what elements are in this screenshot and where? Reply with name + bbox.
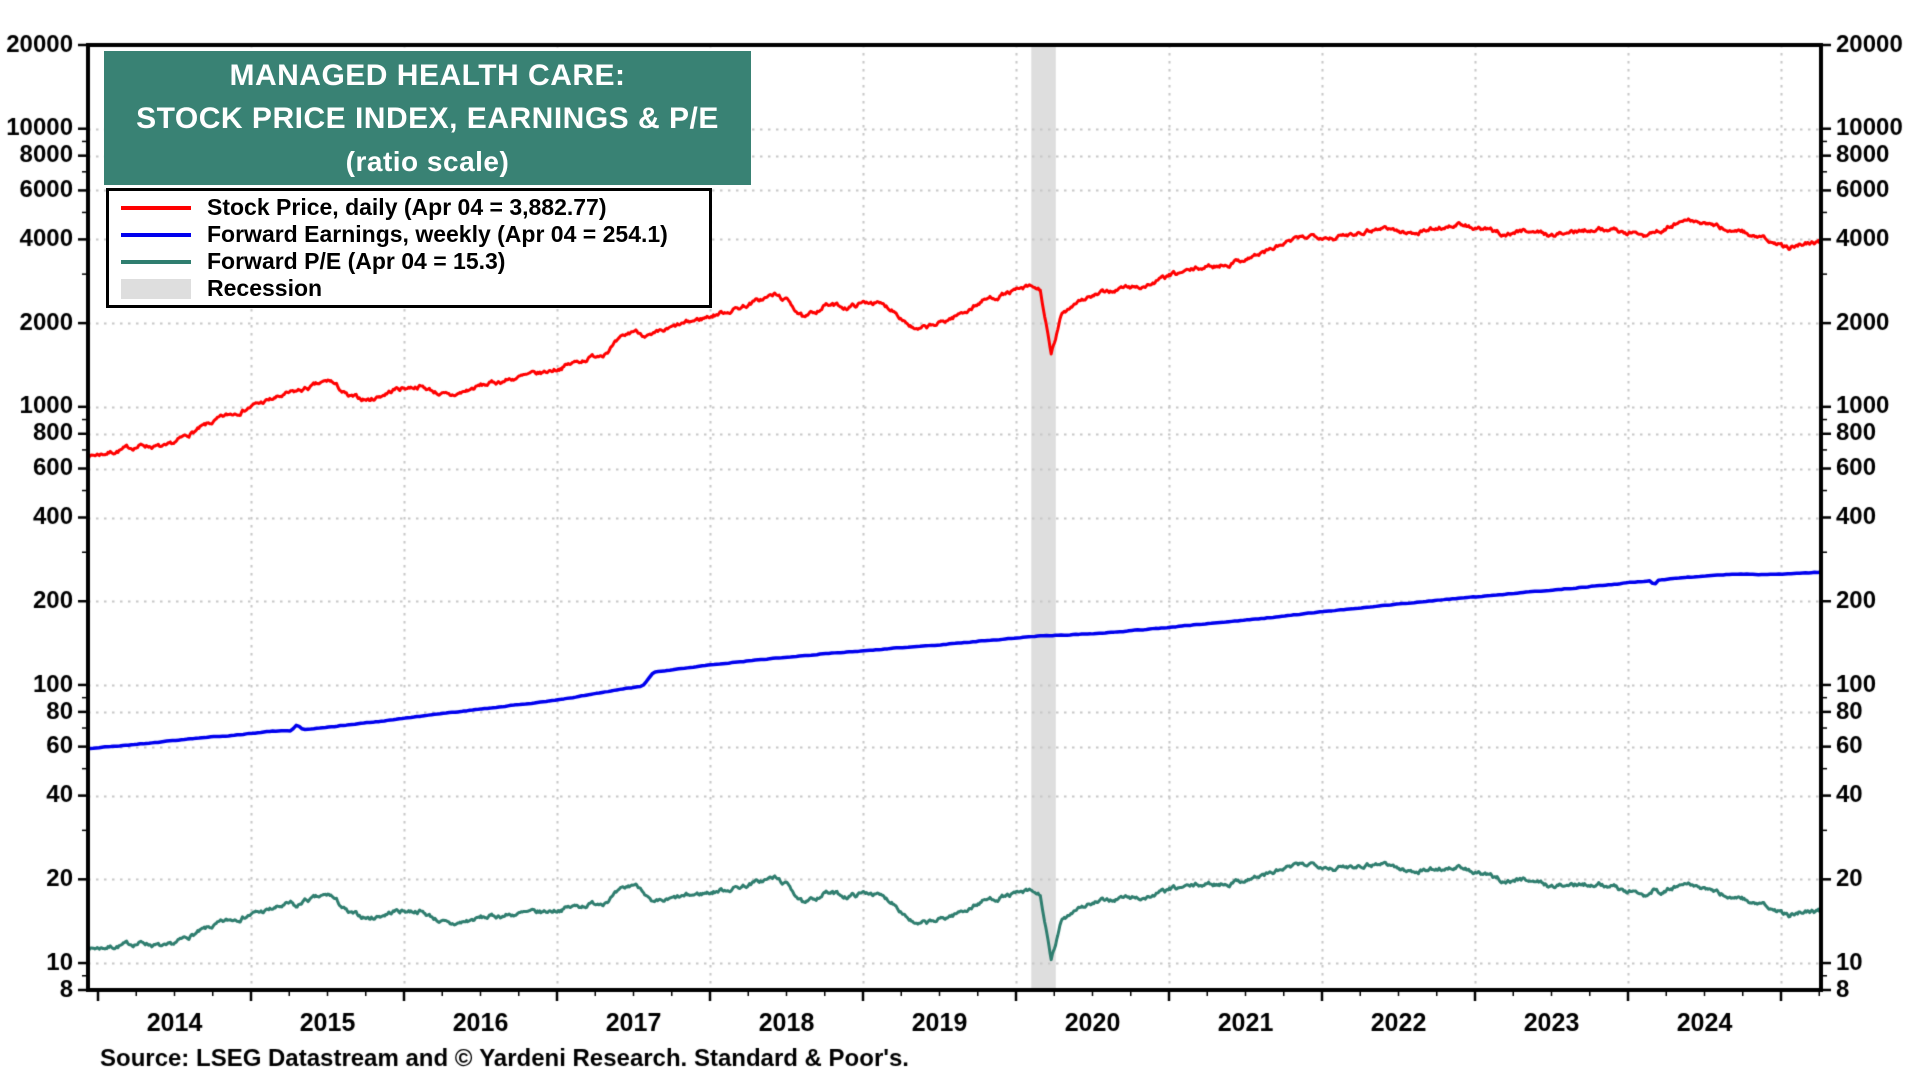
legend-label-stock-price: Stock Price, daily (Apr 04 = 3,882.77) xyxy=(207,194,607,220)
legend-item-forward-pe: Forward P/E (Apr 04 = 15.3) xyxy=(109,248,709,275)
title-line-3: (ratio scale) xyxy=(345,145,510,177)
title-line-2: STOCK PRICE INDEX, EARNINGS & P/E xyxy=(136,101,719,135)
legend-box: Stock Price, daily (Apr 04 = 3,882.77) F… xyxy=(106,188,712,308)
forward-pe-line-swatch-icon xyxy=(121,259,191,264)
source-text: Source: LSEG Datastream and © Yardeni Re… xyxy=(100,1046,909,1074)
legend-label-forward-pe: Forward P/E (Apr 04 = 15.3) xyxy=(207,248,506,274)
legend-item-forward-earnings: Forward Earnings, weekly (Apr 04 = 254.1… xyxy=(109,221,709,248)
forward-earnings-line-swatch-icon xyxy=(121,232,191,237)
legend-label-recession: Recession xyxy=(207,275,323,301)
legend-item-recession: Recession xyxy=(109,275,709,302)
recession-swatch-icon xyxy=(121,278,191,299)
stock-price-line-swatch-icon xyxy=(121,205,191,210)
legend-item-stock-price: Stock Price, daily (Apr 04 = 3,882.77) xyxy=(109,194,709,221)
legend-label-forward-earnings: Forward Earnings, weekly (Apr 04 = 254.1… xyxy=(207,221,668,247)
title-box: MANAGED HEALTH CARE: STOCK PRICE INDEX, … xyxy=(104,51,751,185)
title-line-1: MANAGED HEALTH CARE: xyxy=(229,58,626,92)
